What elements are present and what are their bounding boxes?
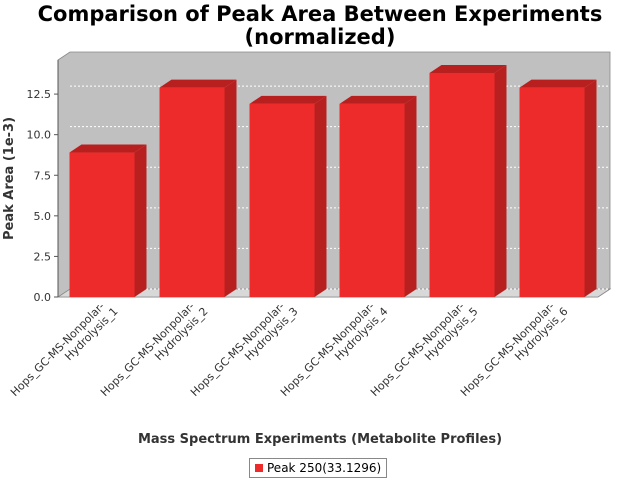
- x-axis-label: Mass Spectrum Experiments (Metabolite Pr…: [137, 432, 503, 447]
- bar: [519, 79, 597, 298]
- y-tick-label: 0.0: [34, 291, 52, 304]
- chart-subtitle: (normalized): [244, 25, 396, 49]
- bar: [249, 95, 327, 297]
- legend: Peak 250(33.1296): [249, 458, 388, 478]
- bar: [69, 144, 147, 297]
- y-tick-label: 5.0: [34, 210, 52, 223]
- bar: [339, 95, 417, 297]
- bar: [159, 79, 237, 298]
- y-tick-label: 2.5: [34, 250, 52, 263]
- chart-title: Comparison of Peak Area Between Experime…: [37, 2, 603, 26]
- y-tick-label: 7.5: [34, 169, 52, 182]
- bar: [429, 64, 507, 297]
- legend-swatch: [255, 464, 263, 472]
- y-tick-label: 10.0: [27, 129, 52, 142]
- legend-label: Peak 250(33.1296): [267, 461, 382, 475]
- y-axis-label: Peak Area (1e-3): [2, 117, 17, 240]
- y-tick-label: 12.5: [27, 88, 52, 101]
